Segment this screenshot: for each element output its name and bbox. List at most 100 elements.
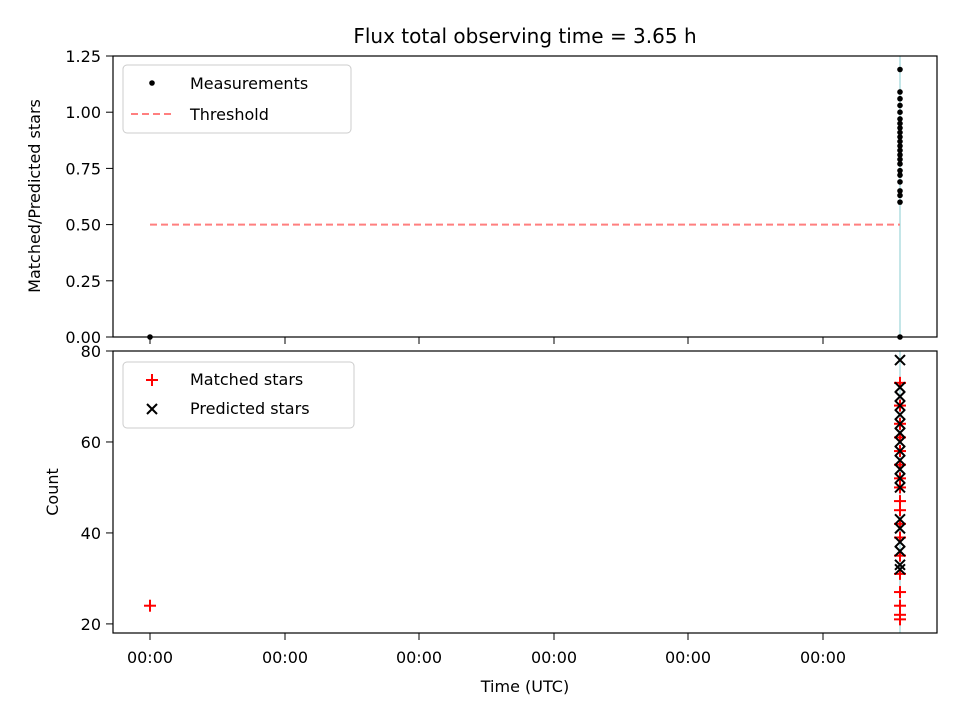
measurement-point <box>897 134 903 140</box>
top-y-tick-label: 1.00 <box>65 103 101 122</box>
matched-star-point <box>144 599 156 612</box>
predicted-star-point <box>894 427 906 439</box>
predicted-x-b <box>894 545 906 557</box>
predicted-star-point <box>894 445 906 457</box>
top-legend: Measurements Threshold <box>122 64 352 134</box>
predicted-x-b <box>894 436 906 448</box>
bottom-y-tick-label: 40 <box>81 524 101 543</box>
measurement-point <box>897 138 903 145</box>
top-legend-box <box>122 64 352 134</box>
bottom-panel: 20 40 60 80 00:00 00:00 00:00 00:00 00:00 00:00 C… <box>43 342 938 696</box>
predicted-star-point <box>894 408 906 421</box>
measurement-point <box>897 89 903 95</box>
predicted-star-point <box>894 559 906 571</box>
predicted-star-point <box>894 513 906 525</box>
predicted-x-b <box>894 463 906 475</box>
x-tick-label: 00:00 <box>396 648 442 667</box>
measurement-point <box>897 192 903 199</box>
measurement-point <box>897 116 903 122</box>
x-tick-label: 00:00 <box>262 648 308 667</box>
measurement-point <box>897 109 903 115</box>
measurement-point <box>897 152 903 158</box>
predicted-x-b <box>894 536 906 548</box>
predicted-star-point <box>894 563 906 576</box>
measurement-point <box>897 199 903 205</box>
bottom-plot-frame <box>112 350 938 634</box>
x-tick-label: 00:00 <box>127 648 173 667</box>
predicted-star-point <box>894 436 906 448</box>
measurement-point <box>897 161 903 167</box>
matched-star-point <box>894 613 906 626</box>
bottom-y-tick-label: 60 <box>81 433 101 452</box>
legend-predicted-marker <box>146 403 158 415</box>
predicted-x-b <box>894 472 906 485</box>
predicted-x-b <box>894 418 906 430</box>
measurement-point <box>897 102 903 109</box>
predicted-x-b <box>894 454 906 466</box>
legend-matched-label: Matched stars <box>190 370 303 389</box>
bottom-legend: Matched stars Predicted stars <box>122 361 355 429</box>
predicted-star-point <box>894 522 906 535</box>
predicted-x-b <box>894 390 906 403</box>
predicted-x-b <box>894 559 906 571</box>
predicted-star-point <box>894 418 906 430</box>
top-y-axis-label: Matched/Predicted stars <box>25 99 44 293</box>
matched-star-point <box>894 586 906 599</box>
measurement-point <box>897 147 903 154</box>
predicted-x-b <box>894 563 906 576</box>
legend-measurements-label: Measurements <box>190 74 308 93</box>
bottom-legend-box <box>122 361 355 429</box>
top-y-tick-label: 1.25 <box>65 47 101 66</box>
predicted-star-point <box>894 536 906 548</box>
top-y-tick-label: 0.00 <box>65 328 101 347</box>
predicted-star-point <box>894 390 906 403</box>
predicted-x-b <box>894 354 906 366</box>
measurement-point <box>897 172 903 178</box>
measurement-point <box>897 129 903 136</box>
x-axis-label: Time (UTC) <box>480 677 569 696</box>
legend-threshold-label: Threshold <box>189 105 269 124</box>
predicted-x-b <box>894 445 906 457</box>
measurement-point <box>897 179 903 185</box>
matched-star-point <box>894 504 906 517</box>
top-panel: 0.00 0.25 0.50 0.75 1.00 1.25 Matched/Predict… <box>25 47 938 347</box>
chart-title: Flux total observing time = 3.65 h <box>353 24 696 48</box>
bottom-y-axis-label: Count <box>43 468 62 516</box>
predicted-star-point <box>894 463 906 475</box>
predicted-star-point <box>894 545 906 557</box>
measurement-point <box>897 143 903 149</box>
predicted-x-b <box>894 427 906 439</box>
measurement-point <box>897 95 903 102</box>
x-tick-label: 00:00 <box>665 648 711 667</box>
measurement-point <box>897 120 903 127</box>
measurement-point <box>897 125 903 131</box>
measurement-point <box>897 66 903 73</box>
predicted-star-point <box>894 354 906 366</box>
measurement-point <box>897 188 903 194</box>
top-y-tick-label: 0.75 <box>65 159 101 178</box>
predicted-x-b <box>894 522 906 535</box>
predicted-star-point <box>894 472 906 485</box>
predicted-star-point <box>894 381 906 394</box>
top-y-tick-label: 0.50 <box>65 216 101 235</box>
predicted-star-point <box>894 399 906 412</box>
x-tick-label: 00:00 <box>531 648 577 667</box>
measurement-point <box>897 156 903 163</box>
predicted-x-b <box>894 513 906 525</box>
top-y-tick-label: 0.25 <box>65 272 101 291</box>
predicted-star-point <box>894 481 906 494</box>
top-plot-frame <box>112 55 938 338</box>
legend-predicted-label: Predicted stars <box>190 399 310 418</box>
x-tick-label: 00:00 <box>800 648 846 667</box>
predicted-star-point <box>894 454 906 466</box>
predicted-x-b <box>894 399 906 412</box>
bottom-y-tick-label: 80 <box>81 342 101 361</box>
predicted-x-b <box>894 381 906 394</box>
predicted-x-b <box>894 408 906 421</box>
legend-measurements-marker <box>149 80 155 86</box>
measurement-point <box>897 167 903 174</box>
predicted-x-b <box>894 481 906 494</box>
bottom-y-tick-label: 20 <box>81 615 101 634</box>
legend-matched-marker <box>146 374 158 386</box>
